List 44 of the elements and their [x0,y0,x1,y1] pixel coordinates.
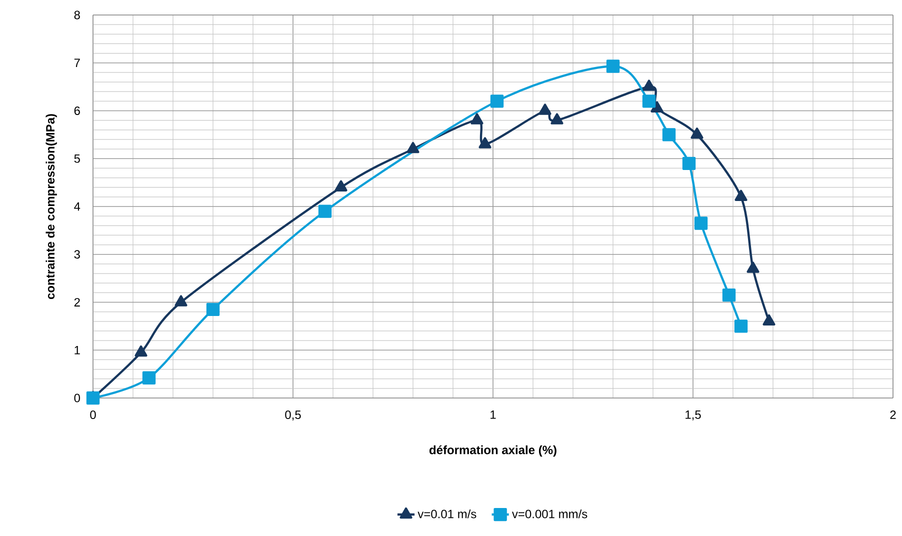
y-tick-label: 3 [74,250,80,259]
point [682,156,696,170]
point [406,142,420,154]
legend-label: v=0.001 mm/s [512,509,588,518]
point [642,94,656,108]
x-tick-label: 0 [90,410,96,420]
point [134,345,148,357]
point [478,137,492,148]
x-axis-title: déformation axiale (%) [429,445,556,457]
point [734,190,748,202]
y-axis-title: contrainte de compression(MPa) [46,114,57,300]
point [86,391,100,405]
point [550,113,564,124]
point [206,302,220,316]
y-tick-label: 6 [74,106,80,115]
point [174,295,188,306]
x-tick-label: 1 [490,410,496,419]
y-tick-label: 2 [74,298,80,306]
point [318,204,332,218]
point [662,128,676,142]
point [142,371,156,384]
y-tick-label: 7 [74,58,80,68]
point [694,216,708,230]
y-tick-label: 0 [74,394,80,402]
point [650,101,664,112]
point [490,94,504,108]
point [762,314,776,326]
y-tick-label: 5 [74,154,80,163]
x-tick-label: 1,5 [686,410,701,420]
point [722,288,736,302]
legend-label: v=0.01 m/s [418,509,476,518]
y-tick-label: 1 [74,346,80,354]
point [690,128,704,139]
point [746,262,760,273]
point [334,180,348,192]
point [538,104,552,115]
point [734,320,748,333]
point [642,80,656,91]
point [470,113,484,124]
point [606,60,620,73]
y-tick-label: 8 [74,10,80,20]
x-tick-label: 2 [890,410,896,419]
y-tick-label: 4 [74,202,80,211]
x-tick-label: 0,5 [285,410,301,420]
